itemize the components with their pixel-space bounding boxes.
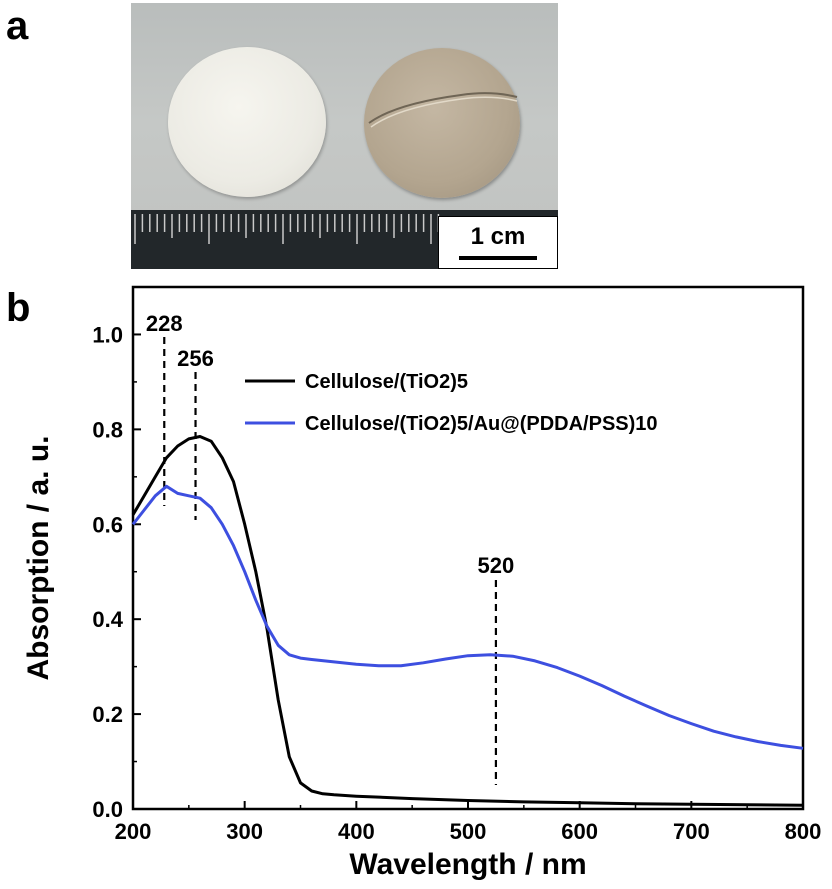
y-tick-label: 0.0 — [92, 797, 123, 822]
x-tick-label: 500 — [450, 819, 487, 844]
y-tick-label: 0.2 — [92, 702, 123, 727]
legend-label: Cellulose/(TiO2)5/Au@(PDDA/PSS)10 — [305, 413, 658, 435]
coated-cellulose-disc — [364, 48, 520, 198]
y-tick-label: 0.4 — [92, 607, 123, 632]
x-tick-label: 200 — [115, 819, 152, 844]
scale-bar — [459, 256, 537, 260]
series-lines — [131, 435, 804, 807]
y-tick-label: 1.0 — [92, 322, 123, 347]
plain-cellulose-disc — [168, 47, 326, 197]
x-tick-label: 700 — [673, 819, 710, 844]
panel-label-b: b — [6, 286, 31, 330]
peak-label: 228 — [146, 311, 183, 336]
peak-annotations: 228 256 520 — [146, 311, 514, 785]
x-axis: 200 300 400 500 600 700 800 — [115, 801, 822, 844]
peak-label: 520 — [478, 553, 515, 578]
series-line — [131, 435, 804, 807]
series-line — [131, 484, 804, 750]
legend: Cellulose/(TiO2)5 Cellulose/(TiO2)5/Au@(P… — [245, 371, 658, 435]
scale-bar-label: 1 cm — [470, 223, 526, 250]
y-tick-label: 0.8 — [92, 417, 123, 442]
x-tick-label: 600 — [561, 819, 598, 844]
ruler-ticks — [134, 214, 440, 244]
absorption-chart: 200 300 400 500 600 700 800 0.0 0.2 0.4 0.6 0.8 1.0… — [22, 285, 822, 881]
legend-label: Cellulose/(TiO2)5 — [305, 371, 468, 393]
sample-photo: 1 cm — [131, 3, 558, 269]
x-tick-label: 400 — [338, 819, 375, 844]
x-tick-label: 800 — [785, 819, 822, 844]
scale-bar-box: 1 cm — [438, 216, 558, 269]
peak-label: 256 — [177, 346, 214, 371]
disc-crack — [368, 92, 518, 128]
x-axis-title: Wavelength / nm — [349, 848, 586, 881]
y-tick-label: 0.6 — [92, 512, 123, 537]
y-axis: 0.0 0.2 0.4 0.6 0.8 1.0 — [92, 286, 141, 822]
panel-label-a: a — [6, 4, 29, 48]
x-tick-label: 300 — [226, 819, 263, 844]
y-axis-title: Absorption / a. u. — [22, 436, 55, 681]
